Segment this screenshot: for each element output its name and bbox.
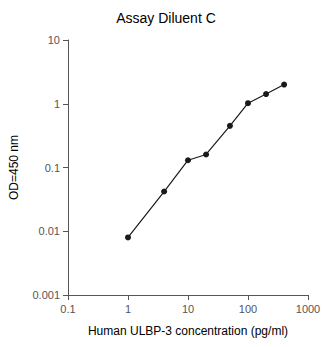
svg-text:Assay Diluent C: Assay Diluent C xyxy=(116,10,216,26)
svg-text:0.01: 0.01 xyxy=(39,225,60,237)
svg-text:Human ULBP-3 concentration (pg: Human ULBP-3 concentration (pg/ml) xyxy=(88,324,288,338)
svg-text:1000: 1000 xyxy=(296,303,320,315)
svg-text:10: 10 xyxy=(182,303,194,315)
svg-text:0.001: 0.001 xyxy=(32,289,60,301)
svg-text:1: 1 xyxy=(54,98,60,110)
svg-text:1: 1 xyxy=(125,303,131,315)
svg-text:OD=450 nm: OD=450 nm xyxy=(7,135,21,200)
svg-text:10: 10 xyxy=(48,34,60,46)
svg-text:0.1: 0.1 xyxy=(60,303,75,315)
svg-text:100: 100 xyxy=(239,303,257,315)
svg-text:0.1: 0.1 xyxy=(45,162,60,174)
